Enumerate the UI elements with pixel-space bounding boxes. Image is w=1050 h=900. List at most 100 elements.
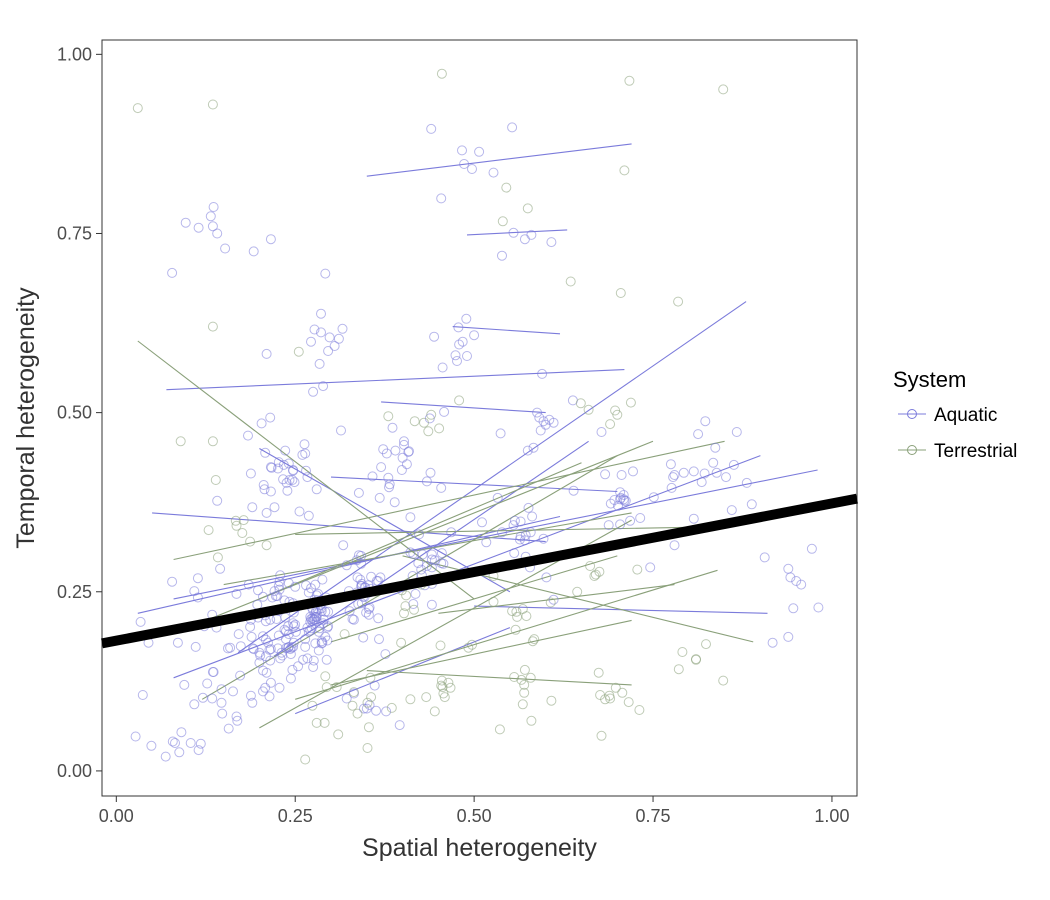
terrestrial-point	[207, 436, 218, 447]
aquatic-point	[265, 412, 276, 423]
terrestrial-point	[436, 675, 447, 686]
terrestrial-point	[362, 743, 373, 753]
aquatic-point	[314, 358, 325, 369]
aquatic-point	[220, 243, 231, 254]
y-tick-label: 0.00	[57, 761, 92, 781]
aquatic-point	[263, 637, 273, 648]
aquatic-point	[731, 427, 742, 437]
x-axis-title: Spatial heterogeneity	[362, 834, 597, 862]
aquatic-point	[446, 527, 457, 538]
aquatic-point	[258, 480, 269, 490]
aquatic-point	[274, 576, 285, 587]
terrestrial-point	[383, 411, 394, 422]
aquatic-point	[381, 706, 392, 717]
terrestrial-point	[429, 706, 440, 717]
terrestrial-point	[454, 395, 465, 406]
aquatic-point	[699, 468, 710, 479]
terrestrial-point	[421, 692, 432, 703]
aquatic-fit-line	[366, 143, 632, 177]
terrestrial-point	[319, 717, 330, 728]
terrestrial-point	[718, 675, 729, 686]
aquatic-point	[282, 485, 293, 496]
terrestrial-fit-line	[295, 526, 689, 535]
overall-fit-line	[101, 493, 858, 649]
aquatic-point	[413, 558, 424, 569]
aquatic-point	[711, 467, 722, 478]
aquatic-point	[265, 234, 276, 245]
aquatic-point	[366, 571, 377, 582]
aquatic-point	[700, 416, 711, 427]
aquatic-fit-line	[381, 401, 546, 414]
terrestrial-point	[527, 636, 538, 647]
terrestrial-point	[230, 515, 241, 526]
terrestrial-point	[237, 528, 248, 538]
aquatic-point	[791, 576, 802, 586]
aquatic-point	[302, 622, 313, 633]
aquatic-point	[457, 336, 468, 347]
terrestrial-point	[617, 687, 628, 698]
terrestrial-point	[525, 672, 536, 683]
aquatic-point	[351, 555, 362, 566]
aquatic-point	[520, 530, 531, 541]
terrestrial-point	[522, 203, 533, 214]
aquatic-point	[344, 606, 355, 617]
aquatic-point	[321, 654, 332, 665]
aquatic-point	[216, 697, 227, 708]
aquatic-point	[507, 122, 518, 133]
aquatic-point	[620, 495, 631, 506]
aquatic-point	[274, 682, 285, 693]
aquatic-point	[528, 442, 539, 453]
aquatic-point	[726, 505, 737, 516]
terrestrial-point	[507, 606, 518, 617]
aquatic-point	[358, 703, 369, 714]
aquatic-point	[609, 495, 620, 505]
x-tick-label: 0.00	[99, 806, 134, 826]
aquatic-point	[396, 465, 407, 475]
aquatic-point	[274, 584, 285, 595]
aquatic-point	[508, 227, 519, 238]
aquatic-point	[615, 494, 626, 505]
aquatic-point	[288, 641, 299, 652]
aquatic-point	[275, 653, 286, 664]
terrestrial-point	[333, 729, 344, 740]
aquatic-point	[300, 448, 311, 459]
terrestrial-point	[207, 99, 218, 110]
aquatic-point	[318, 381, 329, 392]
aquatic-point	[270, 591, 281, 602]
panel-background	[101, 39, 858, 797]
aquatic-point	[294, 506, 305, 517]
aquatic-point	[258, 686, 268, 697]
aquatic-point	[273, 457, 284, 468]
aquatic-point	[290, 581, 301, 592]
terrestrial-point	[363, 722, 374, 733]
aquatic-point	[217, 708, 228, 719]
aquatic-point	[280, 445, 291, 456]
aquatic-point	[207, 221, 218, 232]
aquatic-point	[728, 459, 739, 470]
terrestrial-point	[238, 515, 249, 526]
legend-title: System	[893, 367, 966, 392]
aquatic-point	[316, 638, 327, 649]
aquatic-point	[278, 474, 289, 485]
aquatic-point	[316, 308, 326, 319]
terrestrial-point	[434, 423, 445, 434]
aquatic-point	[436, 482, 447, 493]
aquatic-point	[320, 606, 331, 617]
terrestrial-point	[311, 717, 322, 728]
aquatic-point	[394, 720, 405, 731]
aquatic-point	[207, 667, 218, 677]
terrestrial-point	[634, 705, 645, 715]
aquatic-point	[635, 513, 646, 523]
aquatic-point	[454, 339, 465, 350]
aquatic-point	[381, 448, 392, 459]
aquatic-point	[481, 537, 492, 548]
aquatic-point	[146, 740, 157, 751]
aquatic-point	[759, 552, 770, 563]
terrestrial-point	[517, 604, 528, 614]
terrestrial-point	[605, 419, 616, 430]
aquatic-point	[544, 414, 555, 425]
aquatic-fit-line	[166, 369, 625, 391]
aquatic-point	[399, 439, 409, 450]
aquatic-point	[353, 599, 364, 609]
aquatic-point	[314, 623, 325, 634]
